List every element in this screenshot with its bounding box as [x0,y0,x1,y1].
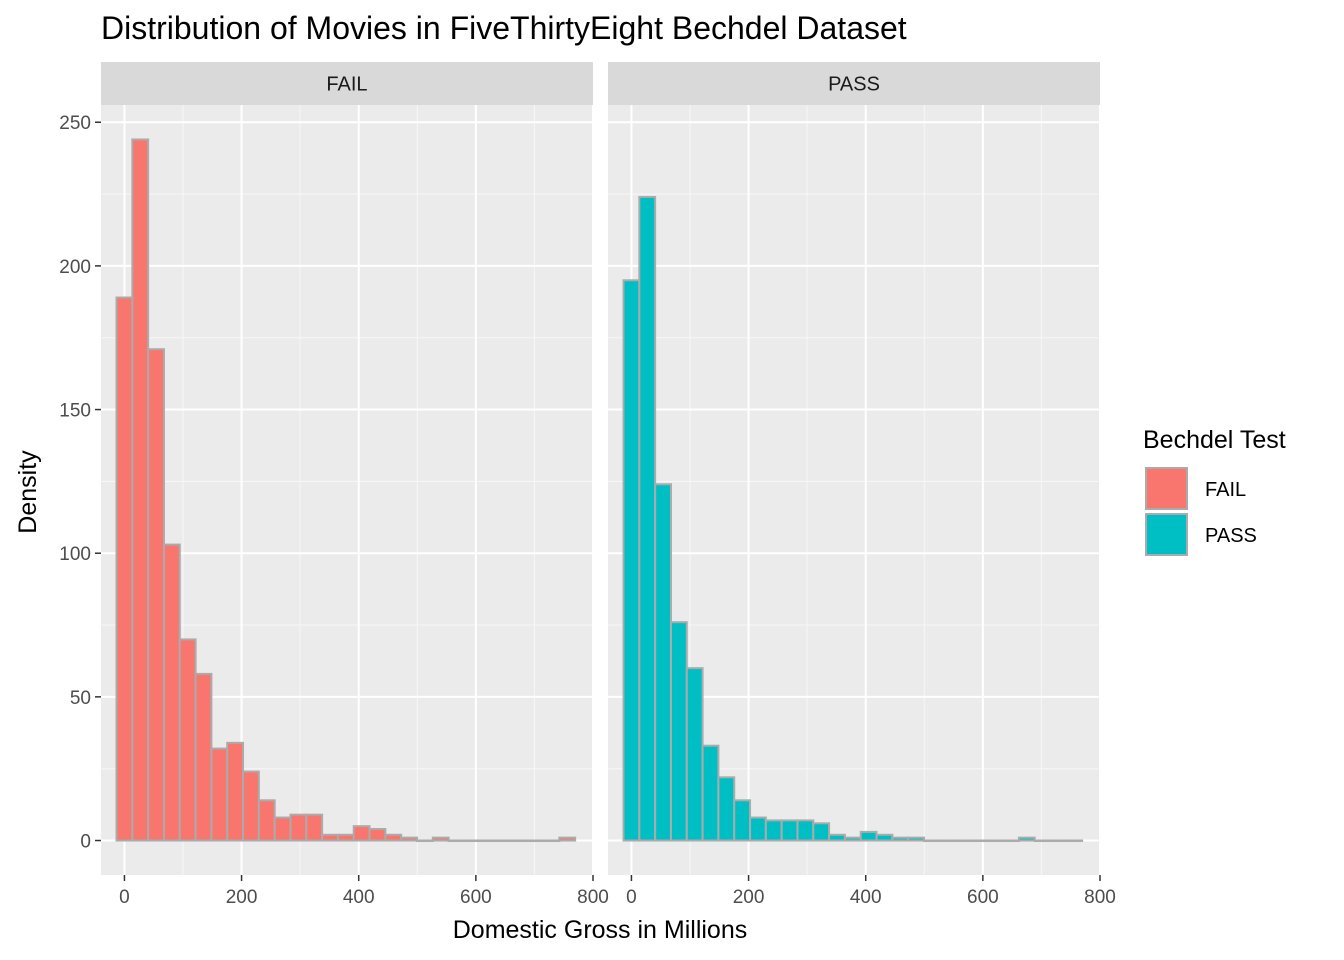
histogram-bar [970,839,989,843]
y-axis: 0 50 100 150 200 250 [59,113,101,853]
chart-title: Distribution of Movies in FiveThirtyEigh… [101,10,907,46]
legend-label-fail: FAIL [1205,479,1246,501]
histogram-bar [986,839,1005,843]
histogram-bar [352,825,371,842]
legend-swatch-pass [1145,513,1188,556]
histogram-bar [954,839,973,843]
histogram-bar [178,638,197,842]
histogram-bar [431,836,450,842]
histogram-bar [1065,839,1084,843]
histogram-bar [685,667,704,842]
x-tick-label: 800 [577,887,609,908]
histogram-bar [273,816,292,842]
histogram-bar [669,621,688,842]
facet-strip [608,62,1100,105]
histogram-bar [131,138,150,842]
histogram-bar [1049,839,1068,843]
y-tick-label: 0 [80,832,91,853]
histogram-bar [1017,836,1036,842]
y-tick-label: 250 [59,113,91,134]
histogram-bar [733,799,752,842]
histogram-bar [210,747,229,842]
histogram-bar [321,833,339,842]
facet-strip [101,62,593,105]
histogram-bar [463,839,482,843]
histogram-bar [843,836,862,842]
histogram-bar [764,819,783,842]
histogram-bar [368,828,387,842]
x-tick-label: 600 [967,887,999,908]
histogram-bar [749,816,767,842]
y-tick-label: 150 [59,401,91,422]
histogram-bar [147,348,165,842]
histogram-bar [891,836,910,842]
facet-panel-pass: PASS 0 200 400 600 800 [608,62,1116,908]
x-tick-label: 0 [626,887,637,908]
y-tick-label: 50 [70,688,91,709]
x-tick-label: 600 [460,887,492,908]
x-tick-label: 400 [343,887,375,908]
histogram-bar [558,836,577,842]
legend-label-pass: PASS [1205,525,1257,547]
histogram-bar [162,543,181,842]
legend-keys: FAIL PASS [1145,467,1257,556]
histogram-bar [400,836,418,842]
legend: Bechdel Test FAIL PASS [1143,426,1286,556]
histogram-bar [257,799,276,842]
histogram-bar [859,830,878,842]
histogram-bar [115,296,134,842]
histogram-bar [1033,839,1052,843]
x-tick-label: 400 [850,887,882,908]
x-tick-label: 0 [119,887,130,908]
histogram-bar [495,839,513,843]
histogram-bar [305,813,324,842]
histogram-bar [510,839,529,843]
histogram-bar [922,839,941,843]
facet-panels: FAIL 0 200 400 600 800 PASS 0 200 400 600 800 [101,62,1116,908]
facet-panel-fail: FAIL 0 200 400 600 800 [101,62,609,908]
histogram-bar [1002,839,1020,843]
x-tick-label: 800 [1084,887,1116,908]
histogram-bar [796,819,815,842]
histogram-bar [780,819,799,842]
histogram-bar [828,833,846,842]
histogram-bar [336,833,355,842]
legend-swatch-fail [1145,467,1188,510]
y-tick-label: 200 [59,257,91,278]
histogram-bar [701,744,720,842]
histogram-bar [194,672,213,842]
x-axis-title: Domestic Gross in Millions [453,916,748,944]
histogram-bar [542,839,561,843]
x-tick-label: 200 [226,887,258,908]
facet-strip-label: PASS [828,74,880,96]
histogram-bar [384,833,403,842]
y-tick-label: 100 [59,544,91,565]
histogram-bar [526,839,545,843]
histogram-bar [289,813,308,842]
histogram-bar [415,839,434,843]
histogram-bar [638,195,657,842]
histogram-bar [447,839,466,843]
histogram-bar [479,839,498,843]
histogram-bar [907,836,925,842]
histogram-bar [226,741,245,842]
y-axis-title: Density [14,450,42,534]
x-tick-label: 200 [733,887,765,908]
histogram-bar [875,833,894,842]
histogram-bar [242,770,260,842]
histogram-bar [622,279,641,842]
histogram-bar [654,483,672,842]
histogram-bar [812,822,831,842]
legend-title: Bechdel Test [1143,426,1286,454]
histogram-bar [938,839,957,843]
facet-strip-label: FAIL [326,74,367,96]
histogram-bar [717,776,736,842]
